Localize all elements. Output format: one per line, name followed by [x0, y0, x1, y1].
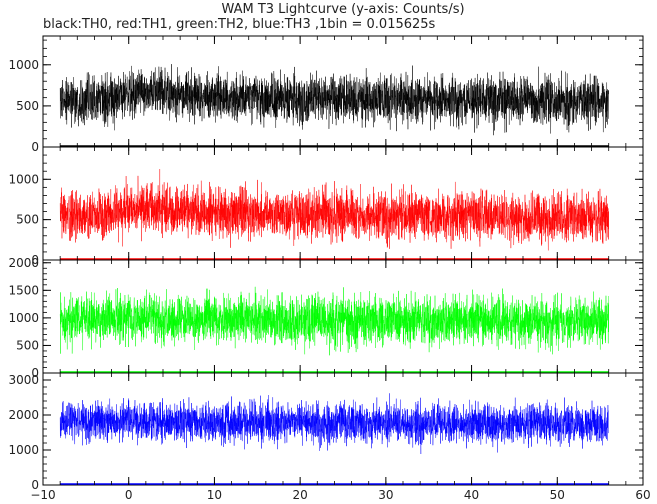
- y-tick-label: 500: [16, 99, 39, 113]
- panel-frame: [42, 372, 644, 486]
- y-tick-label: 0: [31, 478, 39, 492]
- y-tick-label: 1000: [8, 172, 39, 186]
- series-th2-trace: [59, 286, 609, 356]
- y-tick-label: 1000: [8, 311, 39, 325]
- y-tick-label: 3000: [8, 373, 39, 387]
- y-tick-label: 0: [31, 366, 39, 380]
- x-tick-label: 20: [293, 488, 308, 502]
- x-tick-label: 10: [207, 488, 222, 502]
- series-th3-trace: [59, 393, 609, 454]
- panel-th2: 0 500 1000 1500 2000: [8, 256, 644, 380]
- y-tick-label: 1000: [8, 443, 39, 457]
- y-tick-label: 0: [31, 140, 39, 154]
- series-th1-trace: [59, 169, 609, 251]
- y-tick-label: 1500: [8, 283, 39, 297]
- series-th0-trace: [59, 64, 609, 136]
- y-tick-label: 0: [31, 253, 39, 267]
- x-tick-label: 40: [464, 488, 479, 502]
- panel-th3: 0 1000 2000 3000: [8, 372, 644, 492]
- x-tick-label: 0: [125, 488, 133, 502]
- chart-subtitle: black:TH0, red:TH1, green:TH2, blue:TH3 …: [43, 17, 436, 32]
- x-tick-label: −10: [30, 488, 55, 502]
- y-tick-label: 2000: [8, 256, 39, 270]
- x-tick-label: 60: [635, 488, 650, 502]
- x-tick-label: 50: [550, 488, 565, 502]
- x-tick-label: 30: [378, 488, 393, 502]
- y-tick-label: 500: [16, 338, 39, 352]
- y-tick-label: 1000: [8, 58, 39, 72]
- y-tick-label: 500: [16, 213, 39, 227]
- chart-title: WAM T3 Lightcurve (y-axis: Counts/s): [221, 2, 464, 17]
- panels-group: 0500100005001000050010001500200001000200…: [8, 35, 644, 492]
- panel-th1: 0 500 1000: [8, 146, 644, 267]
- panel-th0: 0 500 1000: [8, 35, 644, 154]
- x-axis: −10 0 10 20 30 40 50 60: [30, 488, 650, 502]
- y-tick-label: 2000: [8, 408, 39, 422]
